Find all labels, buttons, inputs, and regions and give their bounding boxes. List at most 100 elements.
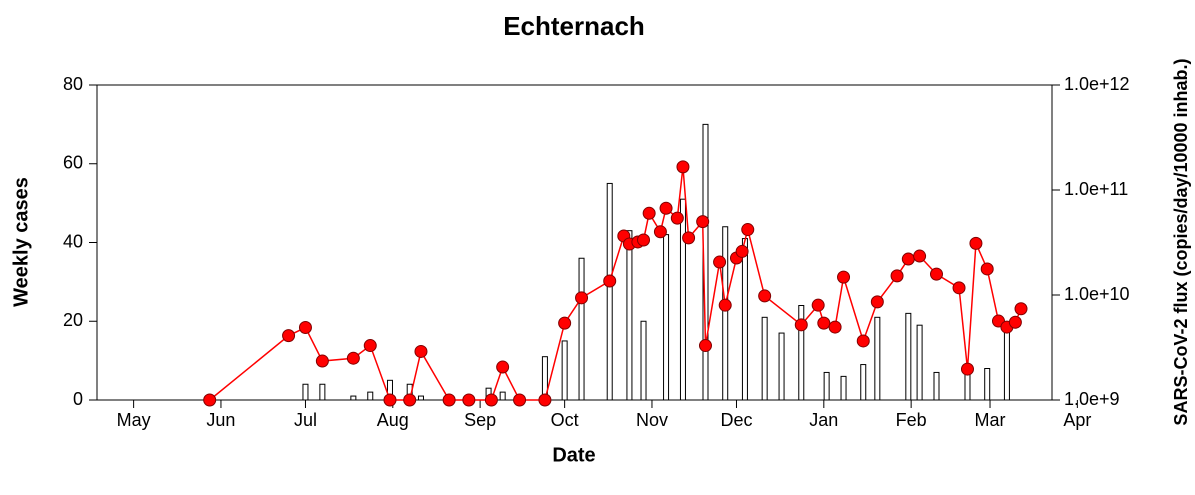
y-tick-label: 40	[63, 231, 83, 251]
y-tick-label: 80	[63, 74, 83, 94]
bar	[626, 230, 633, 401]
x-tick-label: Jun	[206, 410, 235, 430]
bar	[350, 395, 357, 401]
bar	[761, 316, 768, 401]
marker	[462, 393, 476, 407]
marker	[913, 249, 927, 263]
marker	[659, 201, 673, 215]
y2-axis-label: SARS-CoV-2 flux (copies/day/10000 inhab.…	[1171, 58, 1191, 425]
x-tick-label: Oct	[551, 410, 579, 430]
x-tick-label: Sep	[464, 410, 496, 430]
bar	[417, 395, 424, 401]
marker	[315, 354, 329, 368]
bar	[722, 226, 729, 401]
marker	[496, 360, 510, 374]
marker	[670, 211, 684, 225]
y-tick-label: 0	[73, 389, 83, 409]
marker	[414, 344, 428, 358]
y2-tick-label: 1.0e+9	[1064, 389, 1120, 409]
marker	[817, 316, 831, 330]
marker	[642, 206, 656, 220]
bar	[798, 305, 805, 401]
marker	[282, 329, 296, 343]
bar	[606, 182, 613, 401]
x-axis-label: Date	[552, 444, 595, 466]
marker	[698, 339, 712, 353]
bar	[741, 238, 748, 401]
x-tick-label: Dec	[720, 410, 752, 430]
bar	[663, 234, 670, 401]
bar	[640, 320, 647, 401]
marker	[713, 255, 727, 269]
y2-tick-label: 1.0e+11	[1064, 179, 1128, 199]
y-axis-label: Weekly cases	[10, 177, 32, 307]
marker	[901, 252, 915, 266]
marker	[513, 393, 527, 407]
marker	[298, 321, 312, 335]
marker	[929, 267, 943, 281]
marker	[682, 231, 696, 245]
bar	[874, 316, 881, 401]
bar	[367, 391, 374, 401]
marker	[856, 334, 870, 348]
marker	[828, 320, 842, 334]
marker	[718, 298, 732, 312]
marker	[837, 270, 851, 284]
bar	[916, 324, 923, 401]
marker	[653, 225, 667, 239]
x-tick-label: Apr	[1063, 410, 1091, 430]
marker	[870, 295, 884, 309]
bar	[319, 383, 326, 401]
bar	[499, 391, 506, 401]
x-tick-label: Aug	[377, 410, 409, 430]
marker	[346, 351, 360, 365]
bar	[905, 312, 912, 401]
marker	[403, 393, 417, 407]
marker	[794, 318, 808, 332]
y2-tick-label: 1.0e+12	[1064, 74, 1130, 94]
bar	[933, 371, 940, 401]
marker	[1014, 302, 1028, 316]
marker	[538, 393, 552, 407]
marker	[969, 236, 983, 250]
marker	[952, 281, 966, 295]
y-tick-label: 20	[63, 310, 83, 330]
marker	[960, 362, 974, 376]
x-tick-label: May	[117, 410, 151, 430]
bar	[302, 383, 309, 401]
marker	[558, 316, 572, 330]
chart-title: Echternach	[503, 11, 645, 41]
y-tick-label: 60	[63, 153, 83, 173]
marker	[758, 289, 772, 303]
marker	[735, 244, 749, 258]
x-tick-label: Feb	[896, 410, 927, 430]
bar	[778, 332, 785, 401]
x-tick-label: Mar	[975, 410, 1006, 430]
marker	[442, 393, 456, 407]
bar	[840, 375, 847, 401]
marker	[484, 393, 498, 407]
bar	[984, 368, 991, 401]
marker	[383, 393, 397, 407]
marker	[603, 274, 617, 288]
marker	[1008, 315, 1022, 329]
bar	[679, 198, 686, 401]
marker	[980, 262, 994, 276]
bar	[561, 340, 568, 401]
x-tick-label: Jul	[294, 410, 317, 430]
bar	[860, 364, 867, 401]
marker	[676, 160, 690, 174]
bar	[1003, 324, 1010, 401]
marker	[811, 298, 825, 312]
marker	[890, 269, 904, 283]
marker	[575, 291, 589, 305]
marker	[203, 393, 217, 407]
x-tick-label: Nov	[636, 410, 668, 430]
marker	[741, 223, 755, 237]
marker	[363, 339, 377, 353]
bar	[578, 257, 585, 401]
x-tick-label: Jan	[809, 410, 838, 430]
y2-tick-label: 1.0e+10	[1064, 284, 1130, 304]
